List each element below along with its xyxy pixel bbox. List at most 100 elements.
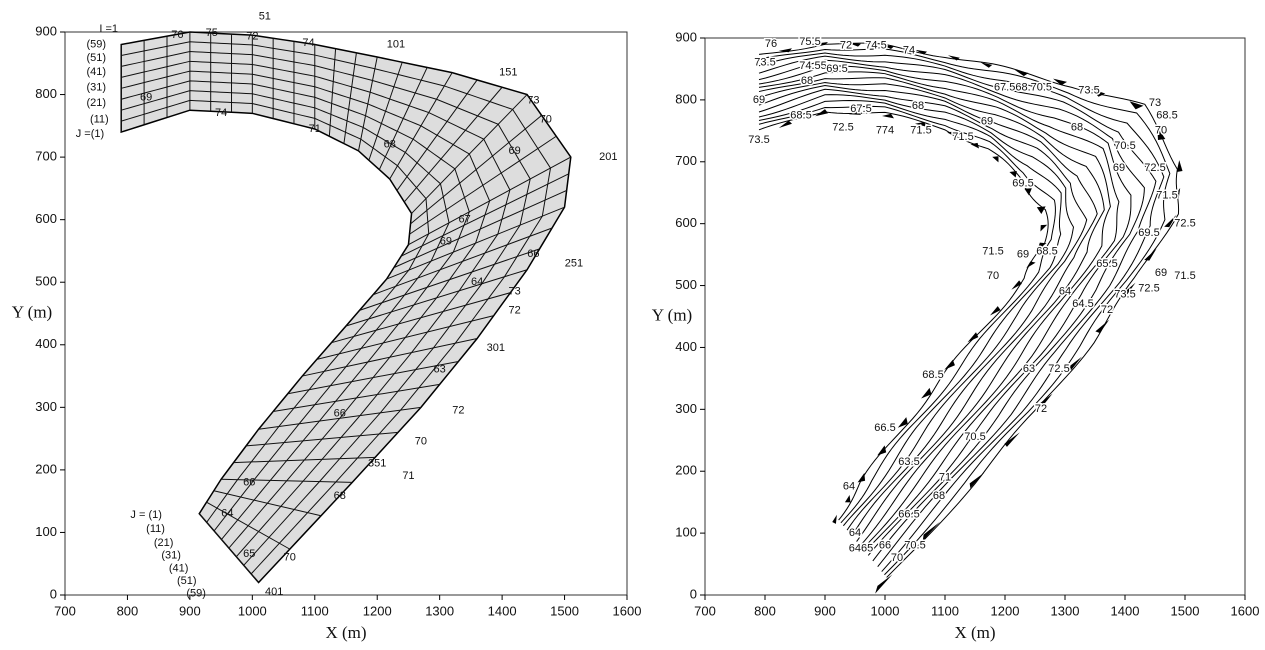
annotation: 70: [987, 270, 999, 282]
mesh-line: [246, 431, 399, 447]
annotation: 70: [415, 436, 427, 448]
x-tick-label: 900: [179, 603, 201, 618]
contour-line: [758, 85, 1098, 542]
annotation: 69.5: [1138, 227, 1159, 239]
y-tick-label: 600: [35, 211, 57, 226]
annotation: 65.5: [1096, 258, 1117, 270]
annotation: 69: [1017, 249, 1029, 261]
mesh-line: [345, 269, 528, 327]
annotation: 76: [171, 29, 183, 41]
annotation: (31): [86, 82, 106, 94]
annotation: 74.55: [799, 60, 827, 72]
annotation: 72.5: [832, 122, 853, 134]
annotation: 73.5: [1078, 85, 1099, 97]
mesh-line: [328, 48, 337, 137]
annotation: 70.5: [904, 539, 925, 551]
x-tick-label: 1200: [991, 603, 1020, 618]
contour-line: [758, 52, 1165, 572]
x-axis-label: X (m): [325, 623, 366, 642]
annotation: (59): [186, 588, 206, 600]
annotation: 774: [876, 125, 894, 137]
annotation: 71.5: [952, 131, 973, 143]
annotation: (51): [177, 575, 197, 587]
mesh-line: [393, 190, 567, 269]
annotation: 73: [1149, 97, 1161, 109]
annotation: 72: [1035, 403, 1047, 415]
annotation: 72.5: [1138, 283, 1159, 295]
annotation: 71: [939, 471, 951, 483]
annotation: 67.568.70.5: [994, 81, 1052, 93]
annotation: 72: [508, 304, 520, 316]
annotation: 68.5: [1156, 109, 1177, 121]
annotation: 64: [849, 527, 861, 539]
annotation: 70: [1155, 125, 1167, 137]
mesh-line: [213, 490, 322, 517]
annotation: (31): [161, 549, 181, 561]
mesh-line: [206, 501, 291, 550]
annotation: 66: [879, 539, 891, 551]
y-axis-label: Y (m): [12, 302, 52, 321]
annotation: (41): [86, 66, 106, 78]
annotation: (59): [86, 38, 106, 50]
contour-line: [758, 71, 1120, 552]
bank-patch: [1038, 393, 1053, 408]
annotation: 74: [215, 107, 227, 119]
annotation: 73: [527, 95, 539, 107]
bank-patch: [967, 332, 979, 343]
annotation: (21): [154, 537, 174, 549]
annotation: 66: [527, 248, 539, 260]
annotation: 71: [309, 123, 321, 135]
mesh-line: [121, 41, 552, 575]
annotation: (51): [86, 52, 106, 64]
annotation: 70: [540, 113, 552, 125]
mesh-line: [273, 383, 440, 412]
x-tick-label: 1100: [301, 603, 329, 618]
x-tick-label: 1400: [488, 603, 517, 618]
bank-patch: [970, 142, 980, 149]
annotation: 69.5: [826, 63, 847, 75]
bank-patch: [1011, 280, 1022, 290]
mesh-line: [368, 62, 403, 161]
annotation: 73.5: [754, 57, 775, 69]
bank-patch: [897, 417, 908, 428]
x-tick-label: 900: [814, 603, 836, 618]
mesh-line: [411, 94, 528, 214]
annotation: 72: [840, 39, 852, 51]
annotation: 74.5: [865, 39, 886, 51]
y-axis-label: Y (m): [652, 305, 692, 324]
bank-patch: [922, 521, 941, 541]
annotation: 69: [1113, 162, 1125, 174]
x-tick-label: 1300: [425, 603, 454, 618]
annotation: 68: [1071, 122, 1083, 134]
annotation: J =(1): [76, 128, 104, 140]
bank-patch: [947, 131, 956, 137]
y-tick-label: 800: [675, 91, 697, 106]
annotation: 75.5: [799, 36, 820, 48]
y-tick-label: 600: [675, 215, 697, 230]
bank-patch: [1067, 356, 1082, 371]
mesh-line: [121, 90, 450, 532]
bank-patch: [915, 122, 927, 127]
annotation: 65: [243, 548, 255, 560]
y-tick-label: 300: [35, 399, 57, 414]
annotation: 73.5: [1114, 289, 1135, 301]
annotation: 68: [801, 75, 813, 87]
x-tick-label: 1500: [550, 603, 579, 618]
contour-line: [758, 88, 1088, 537]
bank-patch: [849, 43, 861, 47]
contour-line: [758, 111, 1049, 521]
y-tick-label: 400: [35, 336, 57, 351]
x-tick-label: 1600: [1231, 603, 1260, 618]
annotation: 64: [1059, 286, 1071, 298]
annotation: 68: [334, 490, 346, 502]
bank-patch: [875, 574, 893, 594]
bank-patch: [1037, 242, 1047, 250]
contour-line: [758, 55, 1157, 568]
annotation: 68.5: [790, 109, 811, 121]
annotation: 63: [1023, 363, 1035, 375]
annotation: 101: [387, 38, 405, 50]
annotation: I =1: [99, 23, 118, 35]
annotation: 71.5: [982, 245, 1003, 257]
annotation: (11): [146, 523, 165, 535]
